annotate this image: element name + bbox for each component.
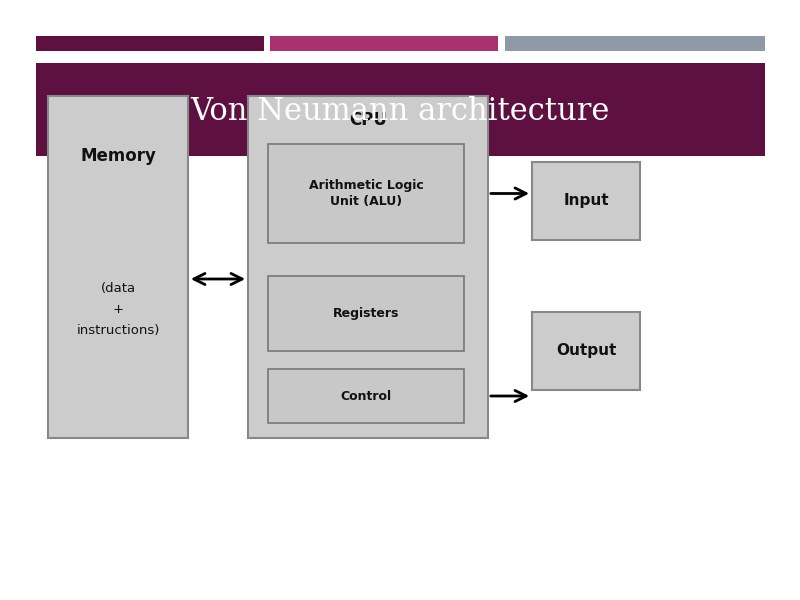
Text: CPU: CPU: [349, 111, 387, 129]
Text: Memory: Memory: [80, 147, 156, 165]
FancyBboxPatch shape: [505, 36, 765, 51]
FancyBboxPatch shape: [270, 36, 498, 51]
Text: Arithmetic Logic
Unit (ALU): Arithmetic Logic Unit (ALU): [309, 179, 423, 208]
FancyBboxPatch shape: [36, 36, 264, 51]
FancyBboxPatch shape: [268, 369, 464, 423]
FancyBboxPatch shape: [36, 63, 765, 156]
FancyBboxPatch shape: [268, 276, 464, 351]
FancyBboxPatch shape: [532, 312, 640, 390]
Text: Control: Control: [341, 389, 391, 403]
FancyBboxPatch shape: [532, 162, 640, 240]
Text: Registers: Registers: [333, 307, 399, 320]
Text: (data
+
instructions): (data + instructions): [76, 281, 160, 337]
FancyBboxPatch shape: [268, 144, 464, 243]
Text: Input: Input: [563, 193, 609, 208]
Text: Von Neumann architecture: Von Neumann architecture: [190, 95, 610, 127]
FancyBboxPatch shape: [248, 96, 488, 438]
FancyBboxPatch shape: [48, 96, 188, 438]
Text: Output: Output: [556, 343, 616, 358]
